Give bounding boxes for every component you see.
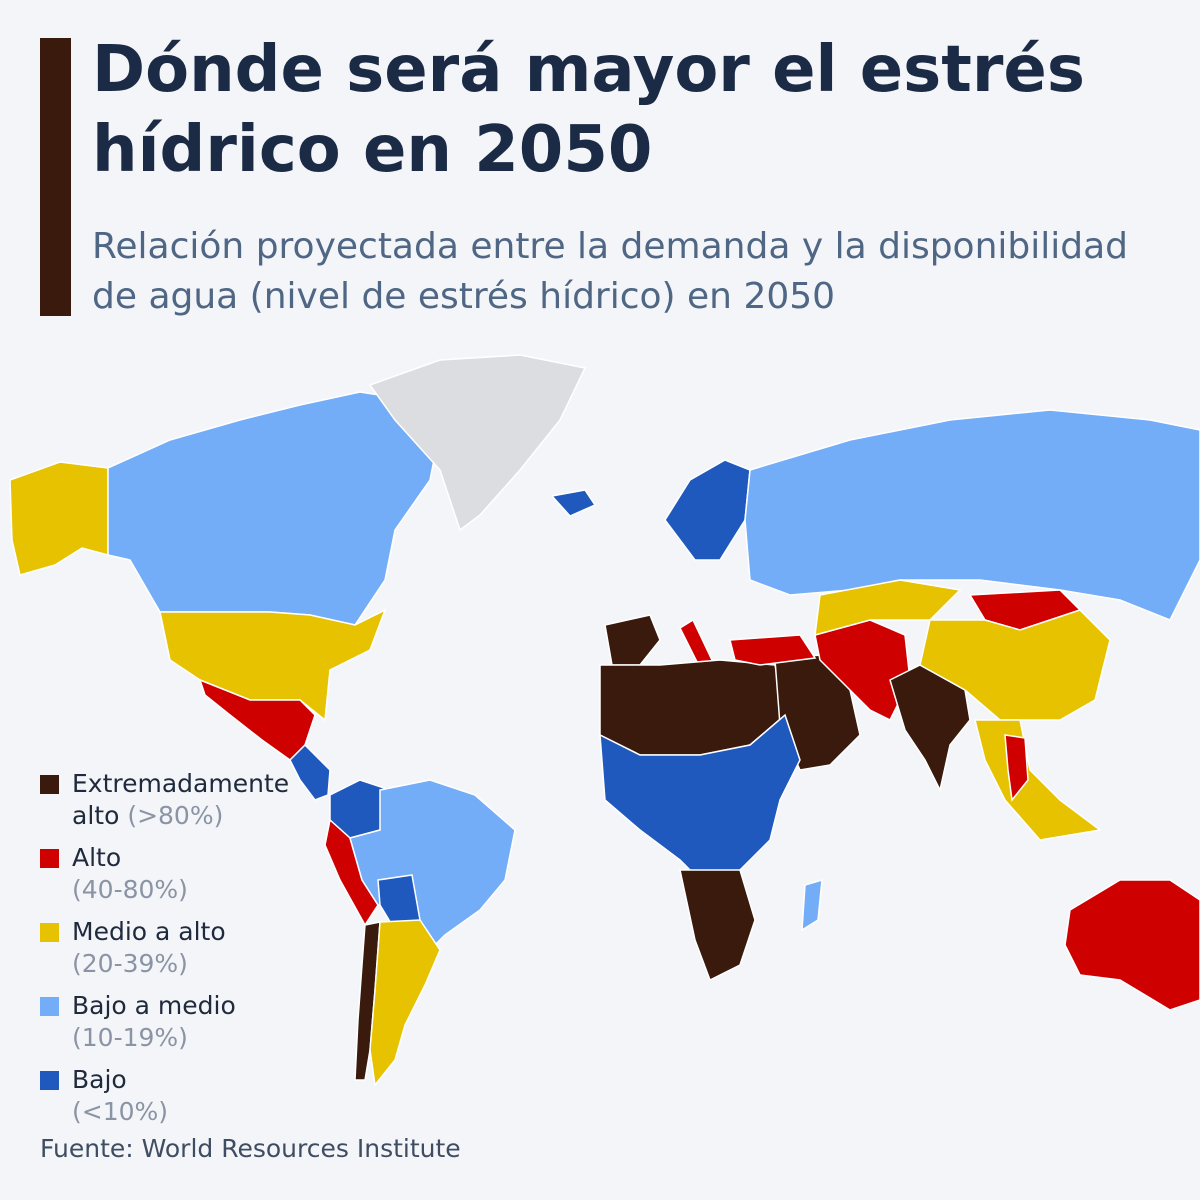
- world-map: [9, 354, 1200, 1087]
- region-canadá: [107, 391, 441, 626]
- legend-label: alto: [72, 801, 120, 830]
- region-groenlandia: [368, 354, 587, 532]
- region-irán-y-pakistán: [814, 619, 911, 722]
- page-subtitle: Relación proyectada entre la demanda y l…: [92, 222, 1200, 322]
- legend-range: (20-39%): [72, 949, 188, 978]
- region-turquía: [729, 634, 817, 666]
- source-note: Fuente: World Resources Institute: [40, 1134, 461, 1163]
- legend-range: (10-19%): [72, 1023, 188, 1052]
- region-áfrica-central: [599, 713, 801, 881]
- region-australia: [1064, 879, 1200, 1011]
- legend-range: (40-80%): [72, 875, 188, 904]
- region-españa-y-portugal: [604, 614, 661, 666]
- legend-item-low-medium: Bajo a medio (10-19%): [40, 990, 289, 1054]
- legend: Extremadamente alto (>80%) Alto (40-80%)…: [40, 768, 289, 1138]
- region-sudeste-asiático: [974, 719, 1102, 841]
- region-sur-de-áfrica: [679, 869, 756, 982]
- legend-item-low: Bajo (<10%): [40, 1064, 289, 1128]
- legend-item-extremely-high: Extremadamente alto (>80%): [40, 768, 289, 832]
- legend-label: Extremadamente: [72, 769, 290, 798]
- region-argentina: [369, 919, 441, 1087]
- region-madagascar: [801, 878, 823, 932]
- subtitle-line-2: de agua (nivel de estrés hídrico) en 205…: [92, 276, 836, 317]
- legend-label: Bajo a medio: [72, 991, 236, 1020]
- legend-swatch: [40, 997, 59, 1016]
- region-china: [919, 609, 1111, 721]
- subtitle-line-1: Relación proyectada entre la demanda y l…: [92, 226, 1129, 267]
- region-tailandia: [1004, 734, 1029, 802]
- legend-item-high: Alto (40-80%): [40, 842, 289, 906]
- region-rusia: [744, 409, 1200, 621]
- legend-swatch: [40, 849, 59, 868]
- legend-range: (<10%): [72, 1097, 169, 1126]
- region-alaska: [9, 461, 109, 576]
- region-centroamérica: [289, 743, 331, 801]
- region-escandinavia: [664, 459, 751, 561]
- legend-label: Medio a alto: [72, 917, 226, 946]
- page-title: Dónde será mayor el estrés hídrico en 20…: [92, 33, 1085, 187]
- legend-swatch: [40, 775, 59, 794]
- region-islandia: [550, 489, 597, 517]
- legend-swatch: [40, 1071, 59, 1090]
- accent-bar: [40, 38, 71, 316]
- legend-range: (>80%): [127, 801, 224, 830]
- legend-item-medium-high: Medio a alto (20-39%): [40, 916, 289, 980]
- legend-label: Alto: [72, 843, 122, 872]
- legend-label: Bajo: [72, 1065, 127, 1094]
- legend-swatch: [40, 923, 59, 942]
